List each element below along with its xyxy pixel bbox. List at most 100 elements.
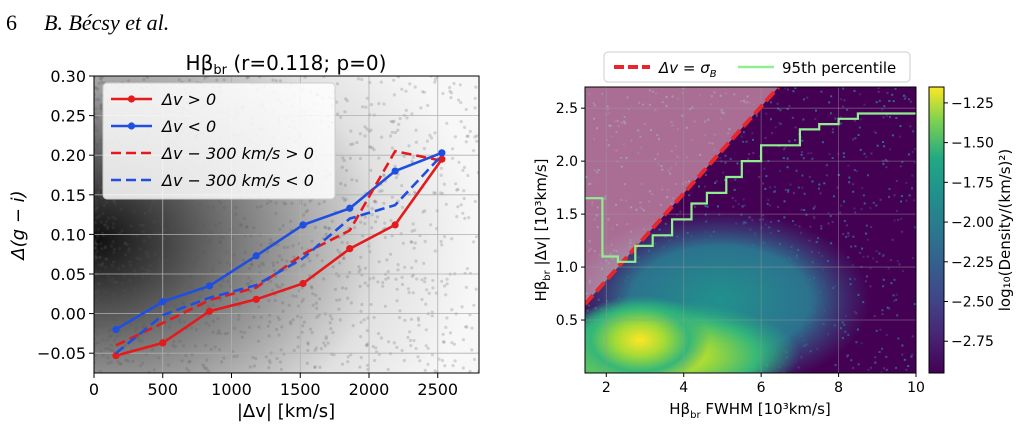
scatter-point: [440, 358, 445, 363]
scatter-point: [418, 359, 422, 363]
scatter-point: [99, 349, 103, 353]
x-tick-label: 2000: [349, 380, 390, 399]
scatter-point: [178, 318, 182, 322]
density-cell: [813, 205, 816, 208]
density-cell: [913, 199, 916, 202]
scatter-point: [373, 199, 377, 203]
density-cell: [840, 98, 843, 101]
scatter-point: [259, 204, 263, 208]
y-tick-label: 0.00: [50, 305, 86, 324]
scatter-point: [124, 358, 128, 362]
scatter-point: [374, 346, 378, 350]
scatter-point: [249, 234, 253, 238]
scatter-point: [206, 369, 210, 373]
density-cell: [803, 192, 806, 195]
density-cell: [870, 152, 873, 155]
density-cell: [733, 188, 736, 191]
scatter-point: [187, 368, 191, 373]
density-cell: [896, 260, 899, 263]
scatter-point: [255, 205, 259, 209]
scatter-point: [286, 245, 290, 249]
scatter-point: [102, 324, 106, 328]
scatter-point: [304, 210, 308, 214]
scatter-point: [138, 247, 142, 251]
scatter-point: [414, 346, 418, 351]
scatter-point: [395, 287, 399, 291]
scatter-point: [158, 262, 162, 266]
scatter-point: [412, 338, 416, 343]
data-point: [205, 282, 214, 290]
scatter-point: [101, 76, 105, 79]
scatter-point: [366, 367, 370, 372]
scatter-point: [358, 284, 362, 288]
scatter-point: [112, 199, 116, 203]
scatter-point: [337, 274, 341, 278]
scatter-point: [150, 202, 154, 206]
density-cell: [787, 88, 789, 91]
scatter-point: [162, 315, 166, 320]
scatter-point: [434, 291, 438, 295]
scatter-point: [225, 261, 229, 265]
scatter-point: [361, 234, 365, 238]
density-cell: [758, 175, 761, 178]
scatter-point: [168, 282, 172, 286]
scatter-point: [107, 274, 111, 279]
scatter-point: [308, 199, 312, 203]
scatter-point: [132, 298, 136, 302]
density-cell: [831, 131, 834, 134]
density-cell: [909, 100, 912, 103]
density-cell: [724, 154, 727, 157]
scatter-point: [94, 329, 97, 334]
scatter-point: [323, 344, 327, 348]
scatter-point: [365, 127, 369, 131]
sigma-b-line: [585, 87, 781, 306]
scatter-point: [112, 251, 116, 255]
scatter-point: [176, 275, 180, 279]
scatter-point: [400, 275, 404, 279]
scatter-point: [314, 301, 318, 305]
scatter-point: [351, 142, 355, 146]
density-cell: [859, 93, 861, 96]
density-cell: [875, 131, 877, 134]
scatter-point: [362, 318, 366, 322]
scatter-point: [274, 79, 278, 83]
density-cell: [875, 329, 878, 332]
scatter-point: [198, 202, 202, 206]
scatter-point: [110, 263, 114, 268]
density-cell: [875, 204, 878, 207]
scatter-point: [422, 147, 426, 151]
scatter-point: [98, 195, 103, 199]
scatter-point: [168, 208, 172, 212]
scatter-point: [404, 108, 408, 112]
density-cell: [869, 366, 872, 369]
scatter-point: [439, 173, 443, 177]
scatter-point: [294, 294, 298, 298]
scatter-point: [169, 200, 173, 204]
scatter-point: [97, 190, 101, 194]
scatter-point: [95, 307, 99, 311]
density-cell: [794, 126, 797, 129]
scatter-point: [302, 213, 306, 217]
scatter-point: [443, 364, 447, 368]
data-point: [159, 339, 167, 347]
scatter-point: [97, 263, 101, 267]
density-cell: [865, 232, 867, 235]
scatter-point: [276, 285, 280, 289]
scatter-point: [427, 291, 431, 295]
scatter-point: [433, 369, 437, 373]
scatter-point: [400, 184, 404, 188]
scatter-point: [250, 263, 254, 267]
scatter-point: [244, 225, 249, 229]
density-cell: [901, 344, 904, 347]
scatter-point: [235, 354, 239, 358]
scatter-point: [94, 242, 98, 246]
density-cell: [811, 180, 814, 183]
scatter-point: [95, 205, 99, 210]
scatter-point: [338, 261, 342, 265]
density-cell: [787, 190, 790, 193]
scatter-point: [218, 235, 222, 239]
scatter-point: [97, 281, 101, 285]
scatter-point: [111, 349, 115, 353]
density-cell: [704, 185, 706, 188]
